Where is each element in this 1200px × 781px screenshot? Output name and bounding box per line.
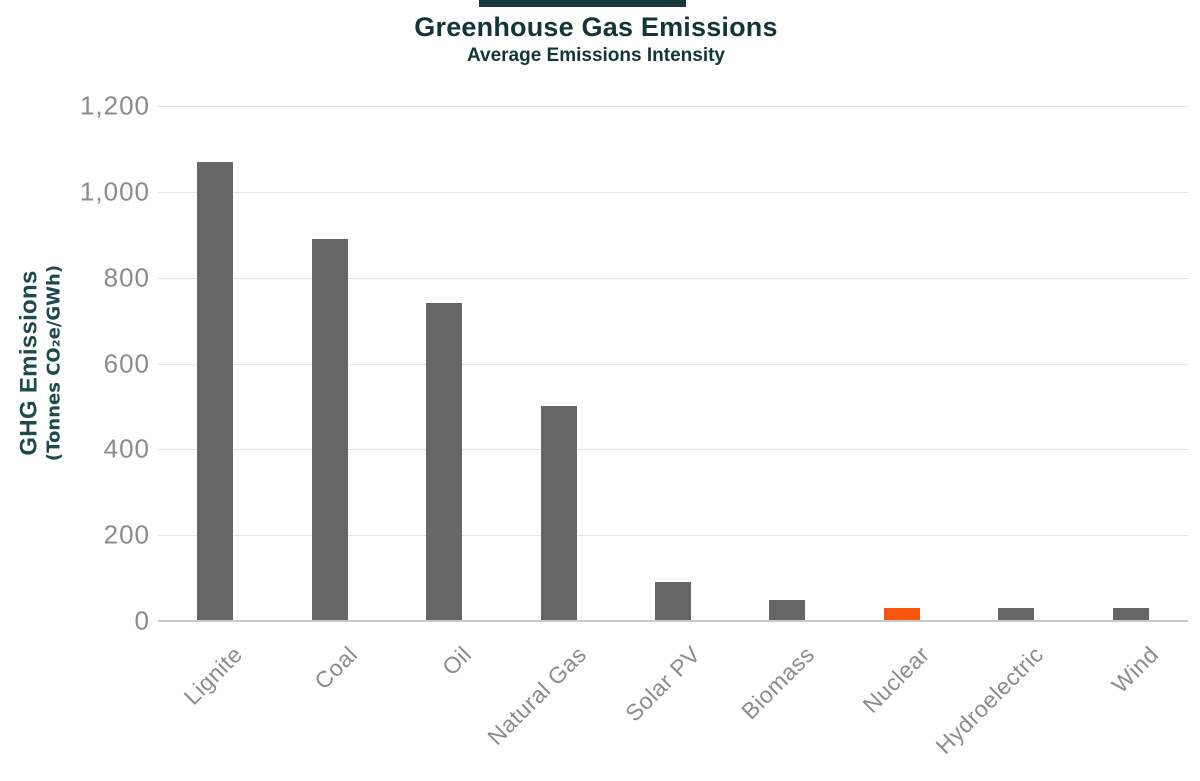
gridline-1200 xyxy=(158,106,1188,107)
gridline-200 xyxy=(158,535,1188,537)
y-tick-label-1000: 1,000 xyxy=(79,176,150,207)
bar-slot-wind xyxy=(1074,106,1188,621)
gridline-400 xyxy=(158,449,1188,451)
bar-wind xyxy=(1112,608,1149,621)
bar-biomass xyxy=(769,599,806,621)
chart-subtitle: Average Emissions Intensity xyxy=(466,45,725,67)
bar-slot-biomass xyxy=(730,106,844,621)
y-tick-label-400: 400 xyxy=(103,433,150,464)
bar-slot-coal xyxy=(272,106,386,621)
bar-slot-natural-gas xyxy=(501,106,615,621)
y-tick-label-0: 0 xyxy=(134,605,150,636)
x-axis-line xyxy=(158,620,1188,622)
bar-lignite xyxy=(197,161,234,621)
bar-slot-solar-pv xyxy=(616,106,730,621)
bar-coal xyxy=(311,239,348,621)
bar-solar-pv xyxy=(654,582,691,621)
y-tick-label-800: 800 xyxy=(103,262,150,293)
bar-slot-nuclear xyxy=(845,106,959,621)
gridline-800 xyxy=(158,277,1188,279)
cropped-text-remnant xyxy=(479,0,686,7)
bar-slot-lignite xyxy=(158,106,272,621)
x-axis-label-lignite: Lignite xyxy=(178,641,248,710)
x-axis-labels: Lignite Coal Oil Natural Gas Solar PV Biomass… xyxy=(158,621,1188,781)
bar-nuclear xyxy=(883,608,920,621)
bars-container xyxy=(158,106,1188,621)
chart-title: Greenhouse Gas Emissions xyxy=(414,12,778,42)
bar-oil xyxy=(426,303,463,621)
gridline-1000 xyxy=(158,191,1188,193)
bar-hydroelectric xyxy=(998,608,1035,621)
bar-natural-gas xyxy=(540,406,577,621)
y-tick-label-200: 200 xyxy=(103,519,150,550)
y-tick-label-600: 600 xyxy=(103,348,150,378)
y-axis-tick-labels: 1,200 1,000 800 600 400 200 0 xyxy=(0,91,150,636)
bar-slot-oil xyxy=(387,106,501,621)
title-block: Greenhouse Gas Emissions Average Emissio… xyxy=(0,12,1192,68)
gridline-600 xyxy=(158,363,1188,365)
y-tick-label-1200: 1,200 xyxy=(79,90,150,121)
bar-slot-hydroelectric xyxy=(959,106,1073,621)
plot-area xyxy=(158,106,1188,622)
